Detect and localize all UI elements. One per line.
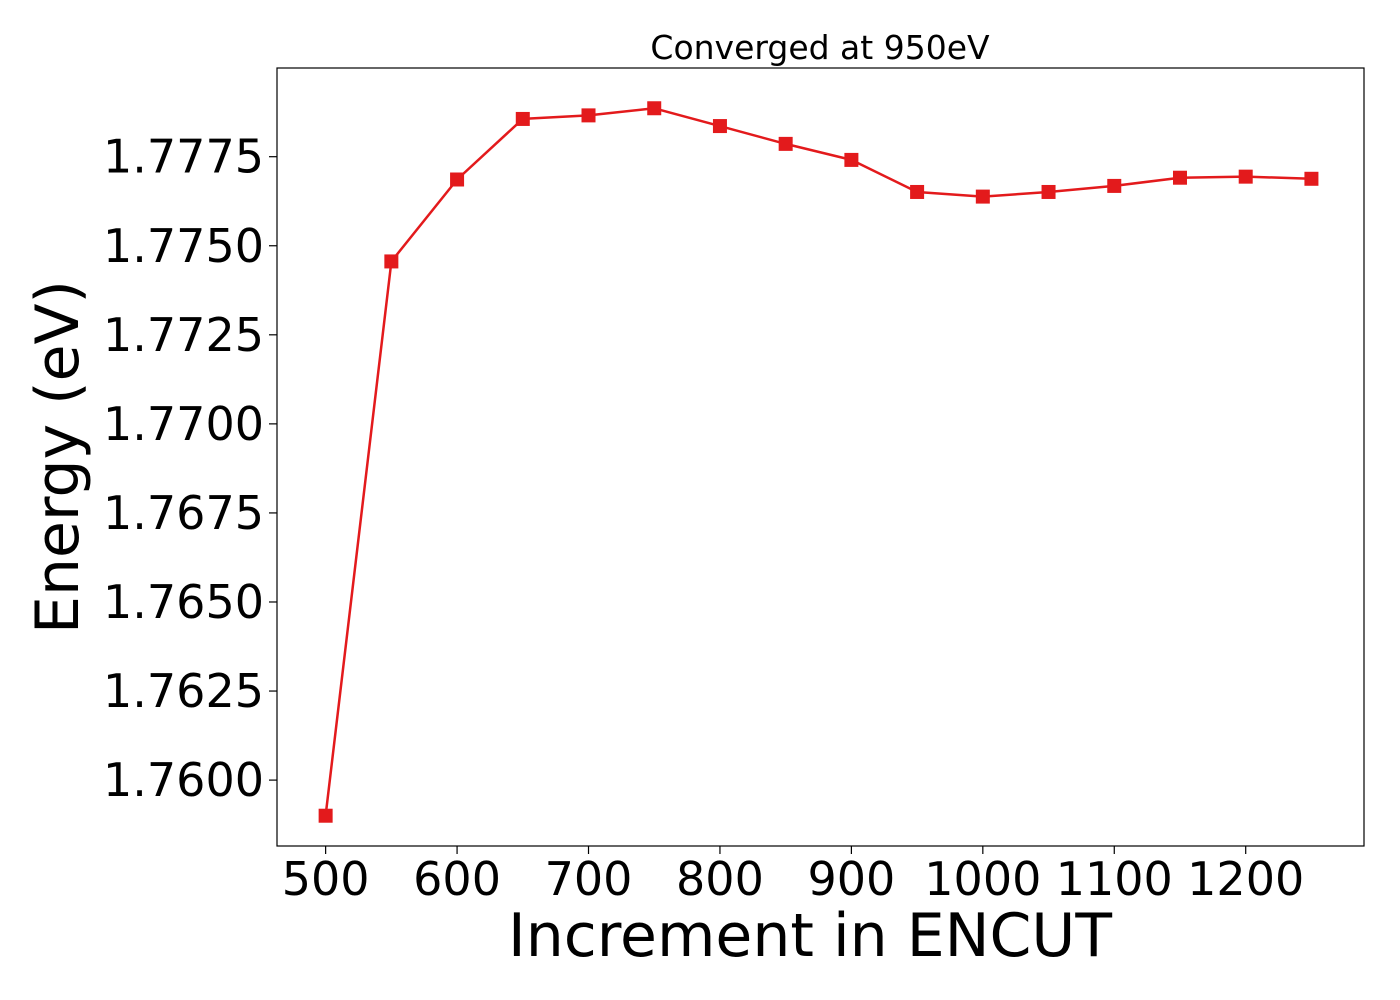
x-tick-label: 900 xyxy=(807,852,895,906)
data-point-marker xyxy=(910,184,925,199)
data-point-marker xyxy=(1041,184,1056,199)
x-tick-label: 600 xyxy=(413,852,501,906)
data-point-marker xyxy=(844,152,859,167)
y-axis-title: Energy (eV) xyxy=(23,280,93,634)
x-tick-label: 800 xyxy=(676,852,764,906)
data-point-marker xyxy=(778,136,793,151)
y-tick-label: 1.7675 xyxy=(103,486,264,540)
x-tick-label: 1100 xyxy=(1056,852,1173,906)
data-point-marker xyxy=(581,108,596,123)
y-tick-label: 1.7775 xyxy=(103,130,264,184)
data-point-marker xyxy=(1107,178,1122,193)
data-point-marker xyxy=(450,172,465,187)
y-tick-label: 1.7750 xyxy=(103,219,264,273)
data-point-marker xyxy=(515,111,530,126)
y-tick-label: 1.7625 xyxy=(103,664,264,718)
y-axis-ticks: 1.7600 1.7625 1.7650 1.7675 1.7700 1.7725 1.77… xyxy=(103,130,277,807)
data-point-marker xyxy=(975,189,990,204)
data-point-marker xyxy=(1238,169,1253,184)
data-point-marker xyxy=(1304,171,1319,186)
x-tick-label: 500 xyxy=(282,852,370,906)
y-tick-label: 1.7650 xyxy=(103,575,264,629)
plot-frame xyxy=(276,67,1365,847)
y-tick-label: 1.7600 xyxy=(103,753,264,807)
x-axis-title: Increment in ENCUT xyxy=(508,901,1112,971)
x-tick-label: 1000 xyxy=(924,852,1041,906)
series-line xyxy=(324,107,1312,816)
data-point-marker xyxy=(384,254,399,269)
x-tick-label: 1200 xyxy=(1187,852,1304,906)
series-layer xyxy=(318,101,1319,823)
x-axis-ticks: 500 600 700 800 900 1000 1100 1200 xyxy=(282,846,1304,906)
data-point-marker xyxy=(318,808,333,823)
y-tick-label: 1.7725 xyxy=(103,308,264,362)
chart-title: Converged at 950eV xyxy=(650,28,990,67)
y-tick-label: 1.7700 xyxy=(103,397,264,451)
data-point-marker xyxy=(1172,170,1187,185)
x-tick-label: 700 xyxy=(545,852,633,906)
data-point-marker xyxy=(712,119,727,134)
data-point-marker xyxy=(647,101,662,116)
